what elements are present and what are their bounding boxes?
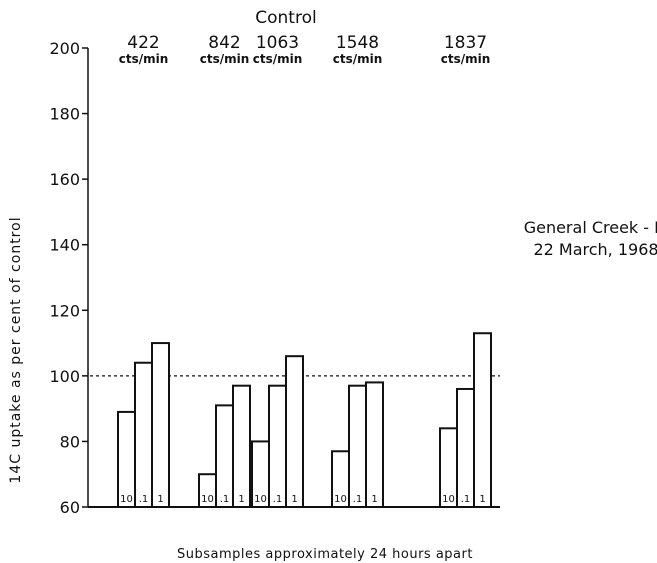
y-tick-label: 140 — [49, 236, 80, 255]
bar — [456, 387, 475, 509]
x-axis-label: Subsamples approximately 24 hours apart — [177, 547, 473, 562]
bar-label: 1 — [291, 494, 297, 505]
bar-label: .1 — [353, 494, 363, 505]
bar-label: .1 — [273, 494, 283, 505]
bar-label: .1 — [139, 494, 149, 505]
y-tick-label: 200 — [49, 39, 80, 58]
y-tick-label: 120 — [49, 301, 80, 320]
bar — [232, 384, 251, 509]
bar — [215, 404, 234, 508]
y-tick-label: 160 — [49, 170, 80, 189]
bar-label: .1 — [461, 494, 471, 505]
bar — [117, 410, 136, 508]
bar-label: .1 — [220, 494, 230, 505]
y-tick-label: 180 — [49, 105, 80, 124]
bar — [268, 384, 287, 509]
bar — [473, 332, 492, 508]
control-count-label: 1837 — [444, 33, 487, 53]
chart-title: Control — [255, 8, 316, 28]
bar-label: 10 — [442, 494, 455, 505]
control-count-label: 1548 — [336, 33, 379, 53]
y-tick-label: 60 — [60, 498, 80, 517]
bar — [134, 361, 153, 508]
control-unit-label: cts/min — [200, 52, 250, 66]
bar — [151, 342, 170, 509]
y-tick-label: 100 — [49, 367, 80, 386]
site-label: General Creek - III — [524, 218, 657, 237]
bar-label: 10 — [334, 494, 347, 505]
control-unit-label: cts/min — [119, 52, 169, 66]
bar-label: 10 — [120, 494, 133, 505]
control-count-label: 1063 — [256, 33, 299, 53]
bar — [365, 381, 384, 508]
bar-label: 1 — [479, 494, 485, 505]
bar — [348, 384, 367, 509]
bar-label: 10 — [254, 494, 267, 505]
y-axis-label: 14C uptake as per cent of control — [8, 216, 24, 483]
control-unit-label: cts/min — [333, 52, 383, 66]
bar-label: 1 — [157, 494, 163, 505]
y-tick-label: 80 — [60, 432, 80, 451]
control-unit-label: cts/min — [253, 52, 303, 66]
bar-label: 1 — [238, 494, 244, 505]
control-count-label: 422 — [127, 33, 159, 53]
control-unit-label: cts/min — [441, 52, 491, 66]
bar — [285, 355, 304, 508]
control-count-label: 842 — [208, 33, 240, 53]
bar-label: 10 — [201, 494, 214, 505]
date-label: 22 March, 1968 — [533, 240, 657, 259]
bar-label: 1 — [371, 494, 377, 505]
